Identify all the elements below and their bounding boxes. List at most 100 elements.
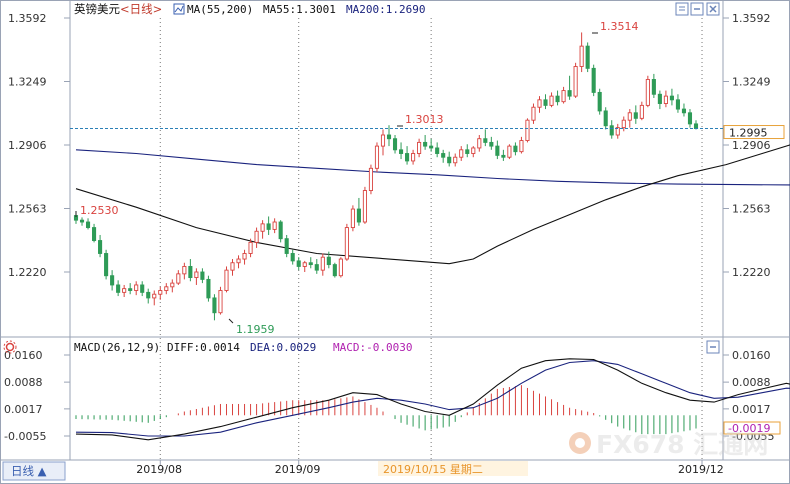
price-label-right: 1.3592 (732, 12, 771, 25)
candle-body (344, 227, 349, 260)
candle-body (603, 110, 608, 127)
watermark-logo-inner (575, 438, 585, 448)
watermark-text: FX678 汇通网 (596, 430, 768, 459)
candle-body (423, 141, 428, 147)
candle-body (561, 90, 566, 103)
candle-body (272, 221, 277, 230)
macd-dea: DEA:0.0029 (250, 341, 316, 354)
candle-body (627, 112, 632, 121)
candle-body (110, 275, 115, 286)
candle-body (501, 154, 506, 158)
candle-body (429, 145, 434, 149)
candle-body (85, 221, 91, 229)
macd-label-right: 0.0017 (732, 403, 771, 416)
candle-body (669, 95, 674, 101)
candle-body (465, 149, 470, 154)
candle-body (122, 288, 127, 293)
candle-body (441, 153, 446, 158)
ma-toggle-icon-glyph (174, 5, 184, 13)
current-price-label: 1.2995 (729, 127, 768, 140)
price-label-left: 1.2220 (8, 266, 47, 279)
candle-body (79, 219, 85, 223)
candle-body (326, 256, 331, 266)
candle-body (681, 108, 687, 114)
macd-gear-icon[interactable] (3, 340, 17, 354)
candle-body (200, 271, 205, 280)
candle-body (302, 262, 307, 267)
candle-body (555, 95, 560, 103)
candle-body (471, 147, 476, 154)
candle-body (176, 273, 181, 284)
diff-path (75, 358, 790, 441)
candle-body (362, 190, 367, 223)
candle-body (284, 238, 289, 254)
candle-body (567, 90, 572, 97)
candle-body (609, 125, 614, 136)
candle-body (657, 93, 662, 104)
vertical-gridlines (159, 18, 703, 460)
price-axis: 1.3592 1.3592 1.3249 1.3249 1.2906 1.2906 1.25… (8, 12, 771, 279)
date-highlight-box (378, 461, 528, 476)
candle-body (525, 119, 530, 142)
candle-body (453, 156, 458, 164)
candle-body (104, 253, 109, 277)
candle-body (338, 258, 343, 277)
annotation-high-3: 1.3514 (600, 20, 639, 33)
settings-icon[interactable] (675, 2, 689, 16)
candle-body (158, 290, 163, 295)
candle-body (417, 141, 422, 154)
time-label: 2019/12 (678, 463, 724, 476)
ma200-value: MA200:1.2690 (346, 3, 425, 16)
date-highlight: 2019/10/15 星期二 (383, 463, 483, 476)
candle-body (356, 208, 361, 223)
candle-body (212, 297, 217, 314)
candle-body (687, 112, 693, 125)
candle-body (519, 140, 524, 153)
candle-body (128, 288, 133, 291)
period-select-button[interactable] (2, 461, 66, 481)
candle-body (188, 265, 193, 279)
candle-body (579, 45, 584, 67)
candle-body (134, 284, 139, 291)
annotation-high-1: 1.2530 (80, 204, 119, 217)
price-label-right: 1.2906 (732, 139, 771, 152)
annotation-tick-low (228, 318, 234, 324)
candle-body (645, 79, 650, 106)
ma55-path (75, 144, 790, 265)
candle-body (146, 291, 151, 299)
price-label-right: 1.2563 (732, 203, 771, 216)
price-label-left: 1.3592 (8, 12, 47, 25)
candle-body (92, 227, 97, 241)
price-annotations: 1.2530 1.1959 1.3013 1.3514 (75, 20, 639, 336)
candle-body (314, 264, 319, 271)
candlestick-series (73, 32, 699, 321)
minimize-icon[interactable] (690, 2, 704, 16)
macd-label-right: 0.0088 (732, 376, 771, 389)
candle-body (230, 262, 235, 271)
candle-body (98, 240, 103, 254)
price-label-right: 1.2220 (732, 266, 771, 279)
candle-body (116, 284, 121, 293)
candle-body (537, 99, 542, 108)
candle-body (405, 153, 410, 162)
price-label-right: 1.3249 (732, 76, 771, 89)
candle-body (591, 67, 596, 93)
current-price-box (723, 125, 785, 140)
candle-body (447, 156, 452, 164)
annotation-high-2: 1.3013 (405, 113, 444, 126)
candle-body (693, 123, 699, 129)
close-icon[interactable] (706, 2, 720, 16)
macd-minimize-icon[interactable] (706, 340, 720, 354)
macd-diff: DIFF:0.0014 (167, 341, 240, 354)
candle-body (374, 145, 380, 169)
period-label: <日线> (120, 2, 162, 16)
candle-body (392, 138, 398, 151)
macd-label-left: 0.0017 (4, 403, 43, 416)
dea-path (75, 360, 790, 437)
macd-value: MACD:-0.0030 (333, 341, 412, 354)
candle-body (296, 260, 301, 267)
candle-body (140, 284, 145, 293)
panel-controls (675, 2, 720, 354)
